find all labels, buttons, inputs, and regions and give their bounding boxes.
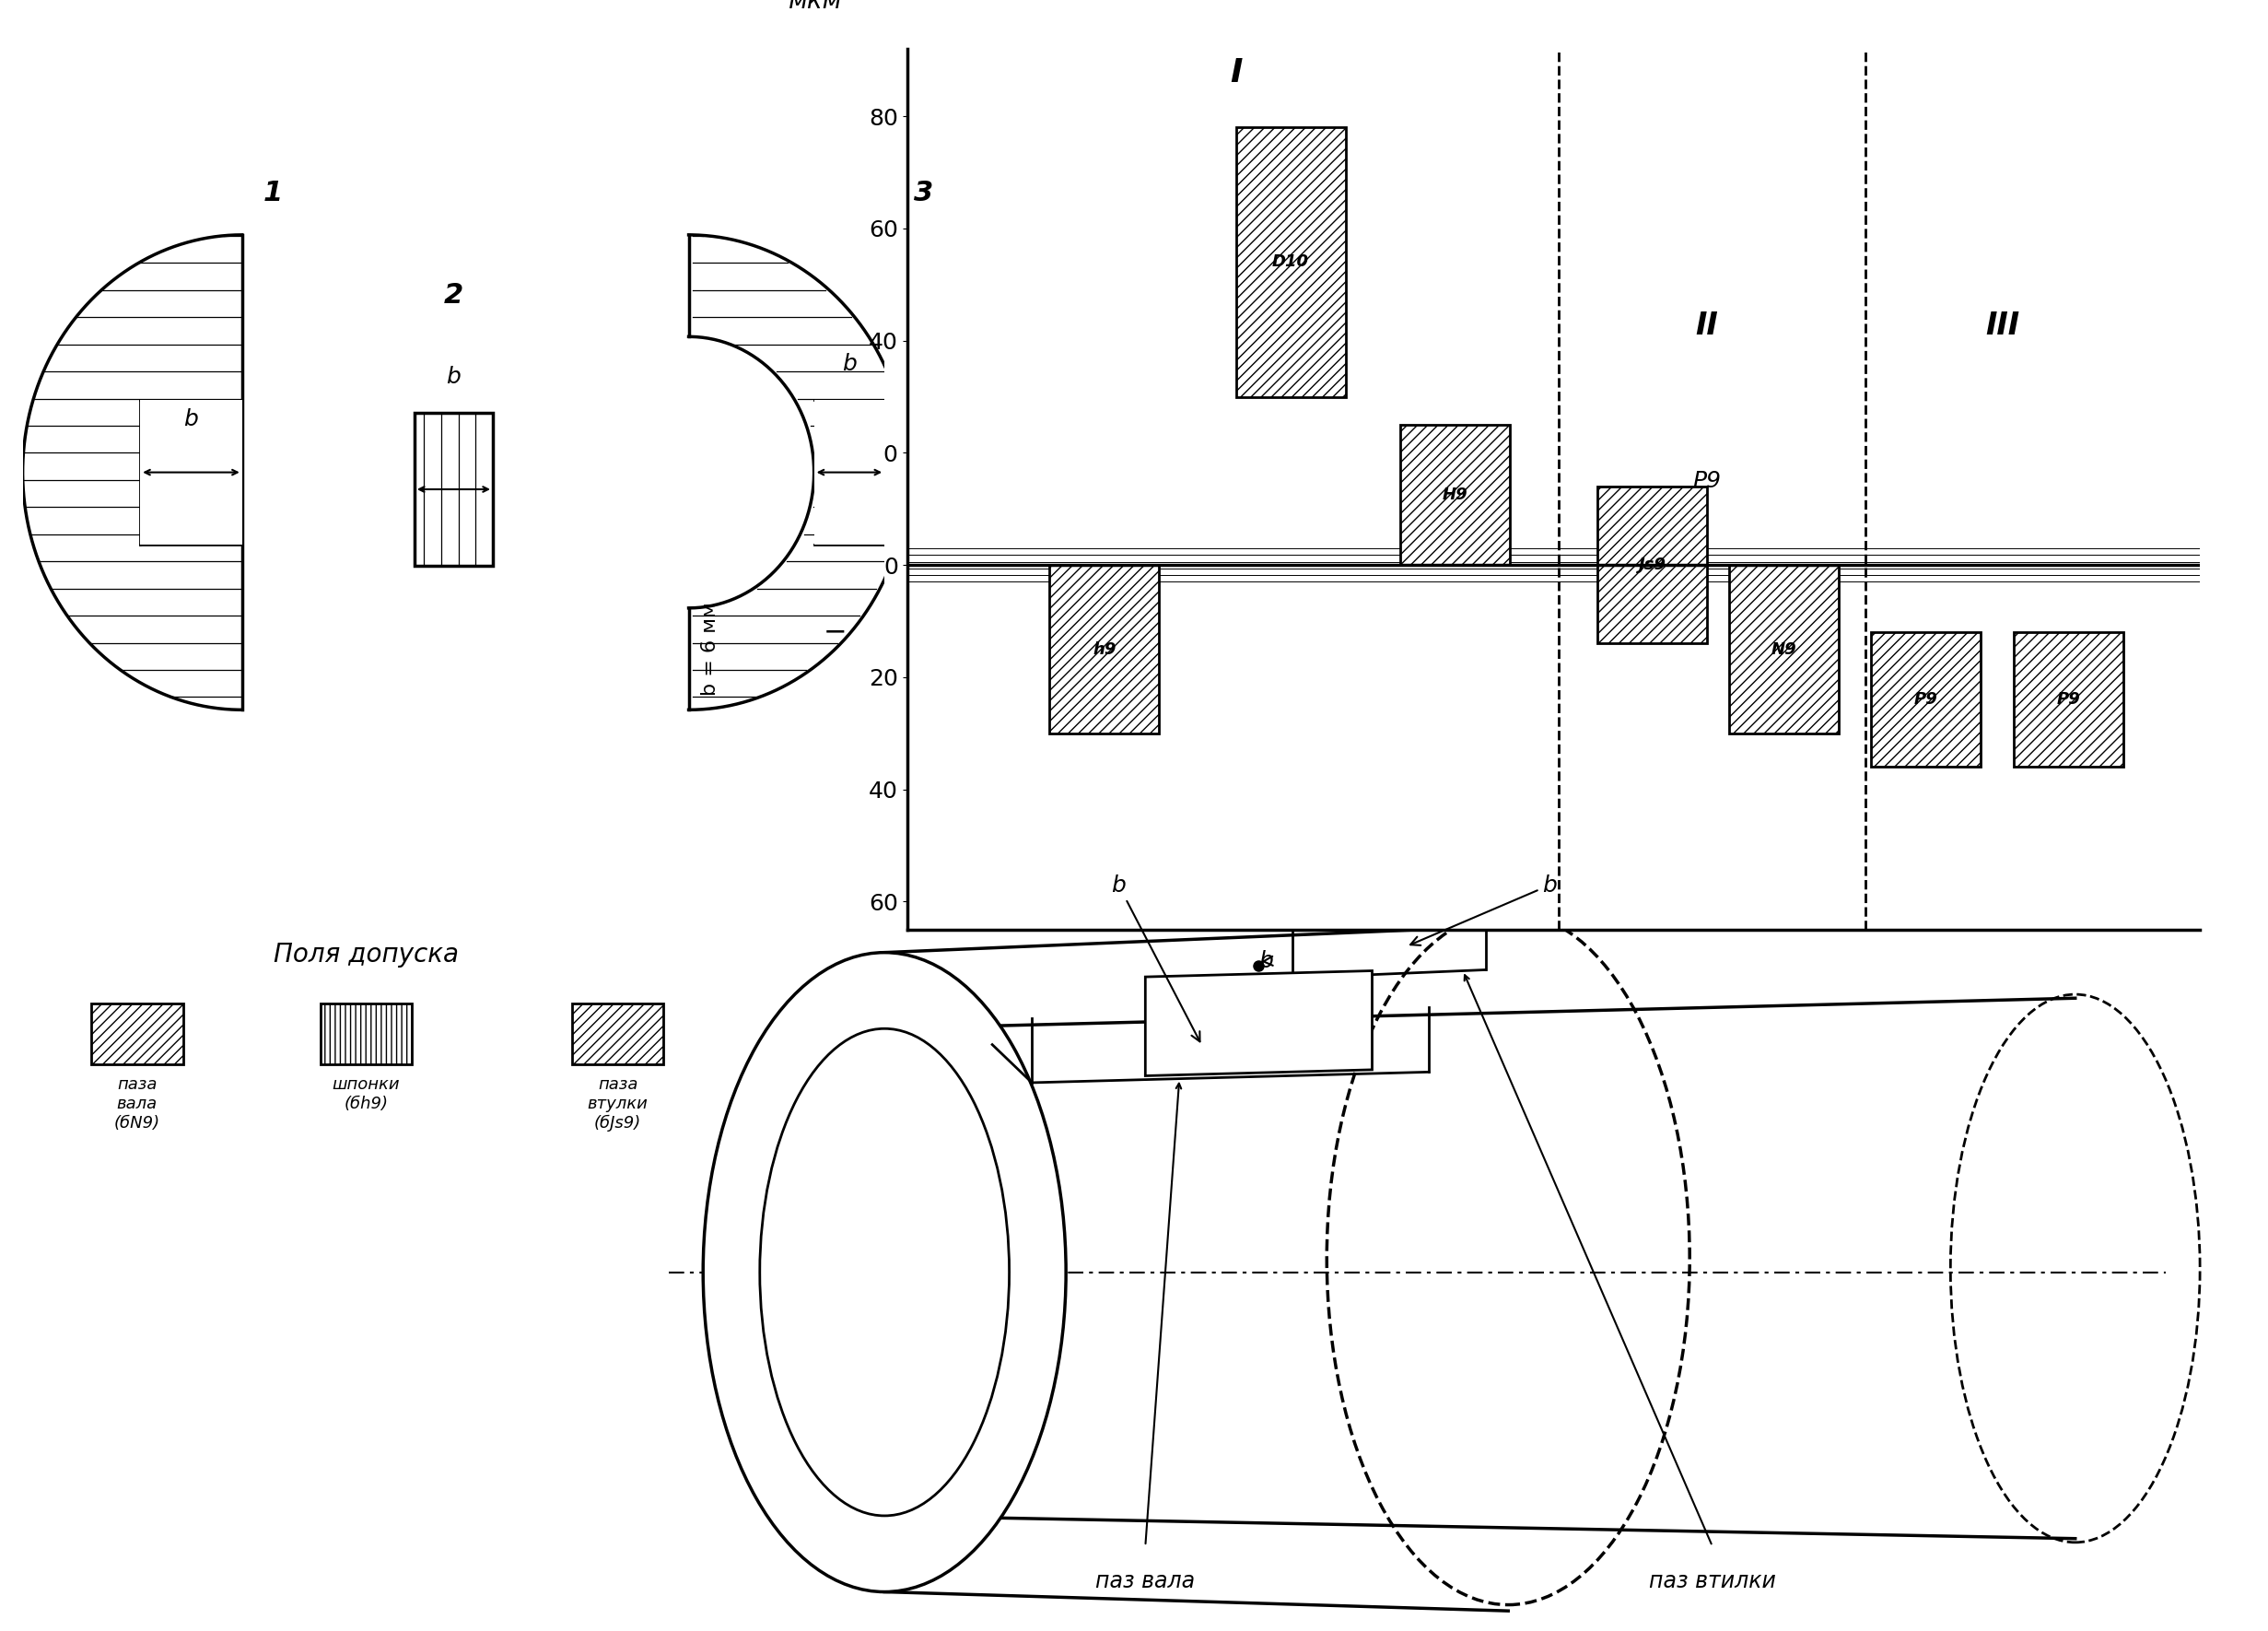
Text: h9: h9 [1093, 641, 1116, 657]
Text: паз втилки: паз втилки [1649, 1569, 1776, 1592]
Text: II: II [1696, 310, 1719, 341]
Bar [814, 400, 885, 545]
Bar [1399, 424, 1510, 564]
Bar [1728, 564, 1839, 734]
Text: 1: 1 [263, 179, 284, 207]
Bar [91, 1003, 184, 1063]
Bar [1871, 633, 1980, 767]
Text: b: b [184, 408, 197, 431]
Text: b: b [447, 365, 460, 388]
Ellipse shape [760, 1029, 1009, 1515]
Text: паза
вала
(бN9): паза вала (бN9) [113, 1076, 161, 1132]
Text: N9: N9 [1771, 641, 1796, 657]
Text: 2: 2 [445, 282, 463, 308]
Text: мкм: мкм [789, 0, 844, 13]
Text: b: b [1411, 874, 1556, 946]
Text: b: b [1259, 951, 1272, 972]
Text: H9: H9 [1442, 486, 1467, 504]
Bar [1050, 564, 1159, 734]
Text: b: b [1111, 874, 1200, 1042]
Bar [415, 413, 492, 566]
Text: P9: P9 [1914, 692, 1937, 708]
Text: I: I [1229, 57, 1243, 88]
Text: −: − [823, 620, 846, 646]
Polygon shape [1145, 970, 1372, 1076]
Text: b: b [841, 352, 857, 375]
Text: паза
втулки
(бJs9): паза втулки (бJs9) [587, 1076, 649, 1132]
Bar [320, 1003, 413, 1063]
Bar [1597, 486, 1708, 644]
Text: паз вала: паз вала [1095, 1569, 1195, 1592]
Text: Js9: Js9 [1637, 556, 1667, 574]
Text: +: + [826, 484, 846, 511]
Text: шпонки
(бh9): шпонки (бh9) [331, 1076, 399, 1112]
Ellipse shape [703, 953, 1066, 1592]
Text: Поля допуска: Поля допуска [274, 941, 458, 967]
Text: P9: P9 [2057, 692, 2080, 708]
Text: b = 6 мм: b = 6 мм [701, 602, 719, 696]
Text: 3: 3 [914, 179, 934, 207]
Bar [572, 1003, 665, 1063]
Text: Р9: Р9 [1692, 470, 1721, 493]
Text: D10: D10 [1272, 254, 1309, 271]
Bar [1236, 127, 1345, 396]
Text: III: III [1987, 310, 2021, 341]
Bar [141, 400, 243, 545]
Bar [2014, 633, 2123, 767]
